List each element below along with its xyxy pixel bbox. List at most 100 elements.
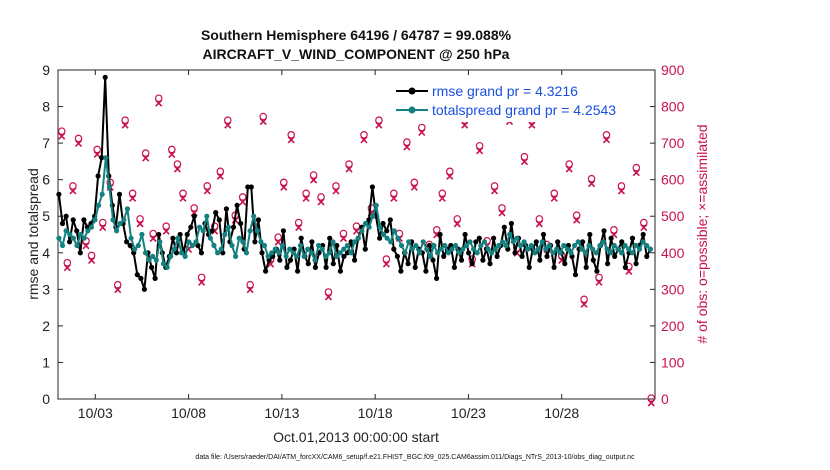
series-totalspread-point: [139, 231, 145, 238]
series-totalspread-point: [471, 246, 477, 252]
obs-possible-marker: [246, 280, 254, 289]
series-totalspread-point: [626, 246, 632, 252]
y-tick-label-right: 400: [661, 245, 685, 261]
obs-possible-marker: [339, 229, 348, 238]
obs-assimilated-marker: [114, 286, 122, 294]
axes-ticks: 0 1 2 3 4 5 6 7 8 9 0 100 200 300 400 500 600 700 800 900 10…: [42, 62, 684, 421]
obs-assimilated-marker: [565, 165, 573, 173]
series-totalspread-point: [243, 250, 250, 256]
series-totalspread-point: [438, 246, 444, 252]
series-totalspread-point: [254, 228, 260, 234]
series-totalspread-point: [517, 242, 524, 249]
series-rmse-point: [434, 275, 440, 281]
obs-possible-marker: [57, 127, 66, 135]
y-tick-label-left: 2: [42, 318, 50, 334]
series-rmse-point: [512, 250, 518, 256]
series-rmse-point: [280, 228, 286, 234]
obs-assimilated-marker: [129, 194, 137, 202]
series-rmse-point: [537, 257, 543, 263]
series-rmse-point: [124, 239, 130, 245]
series-totalspread-point: [528, 242, 534, 249]
series-totalspread-point: [312, 257, 318, 263]
series-rmse-point: [184, 231, 190, 238]
series-rmse-point: [305, 261, 311, 267]
series-rmse-point: [533, 239, 539, 245]
chart-subtitle: AIRCRAFT_V_WIND_COMPONENT @ 250 hPa: [203, 46, 510, 62]
series-totalspread-point: [247, 228, 253, 234]
series-totalspread-point: [514, 235, 520, 241]
series-rmse-point: [423, 268, 429, 274]
series-rmse-point: [287, 257, 294, 263]
series-totalspread-point: [142, 250, 149, 256]
y-tick-label-right: 800: [661, 99, 685, 115]
series-rmse-point: [473, 239, 479, 245]
obs-assimilated-marker: [58, 132, 66, 140]
series-rmse-point: [619, 239, 625, 245]
series-rmse-point: [337, 268, 343, 274]
obs-assimilated-marker: [149, 234, 157, 243]
series-rmse-point: [587, 231, 593, 238]
series-rmse-point: [605, 261, 611, 267]
legend-spread-marker: [408, 106, 416, 114]
series-totalspread-point: [521, 239, 527, 245]
obs-assimilated-marker: [617, 187, 625, 195]
obs-possible-marker: [141, 149, 150, 157]
obs-assimilated-marker: [198, 278, 206, 286]
obs-possible-marker: [417, 123, 426, 132]
obs-assimilated-marker: [528, 121, 536, 129]
obs-assimilated-marker: [216, 172, 224, 180]
obs-assimilated-marker: [274, 238, 282, 246]
obs-assimilated-marker: [88, 256, 96, 264]
series-totalspread-point: [272, 246, 278, 252]
series-totalspread-point: [117, 220, 123, 227]
obs-possible-marker: [332, 182, 340, 190]
series-rmse-point: [234, 202, 240, 208]
series-totalspread-point: [204, 213, 210, 219]
obs-assimilated-marker: [82, 242, 90, 250]
obs-assimilated-marker: [246, 286, 254, 294]
series-totalspread-point: [146, 257, 152, 263]
series-totalspread-point: [539, 239, 545, 245]
series-totalspread-point: [128, 235, 134, 241]
series-totalspread-point: [640, 239, 646, 245]
obs-possible-marker: [432, 226, 441, 234]
series-totalspread-point: [341, 246, 347, 252]
series-rmse-point: [77, 250, 83, 256]
x-tick-label: 10/23: [451, 405, 486, 421]
series-totalspread-point: [611, 242, 617, 249]
series-totalspread-point: [78, 231, 84, 238]
obs-assimilated-marker: [74, 139, 83, 148]
series-totalspread-point: [377, 224, 383, 230]
series-rmse-point: [430, 257, 436, 263]
obs-assimilated-marker: [403, 143, 411, 151]
series-totalspread-point: [305, 246, 311, 252]
series-rmse-point: [608, 235, 614, 241]
series-rmse-point: [551, 264, 557, 270]
series-totalspread-point: [74, 242, 80, 249]
series-totalspread-point: [236, 235, 242, 241]
obs-possible-marker: [74, 134, 83, 143]
series-totalspread-point: [370, 213, 376, 219]
series-totalspread-point: [366, 224, 372, 230]
obs-assimilated-marker: [418, 128, 426, 137]
series-totalspread-point: [233, 253, 239, 259]
obs-possible-marker: [324, 288, 333, 296]
series-totalspread-point: [229, 242, 235, 249]
series-rmse-point: [362, 246, 368, 252]
series-totalspread-point: [568, 250, 574, 256]
obs-assimilated-marker: [461, 121, 469, 129]
series-totalspread-point: [402, 250, 408, 256]
series-totalspread-point: [186, 239, 192, 245]
obs-assimilated-marker: [345, 165, 353, 173]
series-totalspread-point: [489, 250, 495, 256]
series-totalspread-point: [600, 239, 607, 245]
obs-possible-marker: [287, 131, 296, 139]
series-totalspread-point: [265, 253, 271, 259]
series-totalspread-point: [287, 246, 293, 252]
series-totalspread-point: [132, 246, 138, 252]
obs-possible-marker: [602, 131, 611, 139]
series-totalspread-point: [564, 246, 571, 252]
series-rmse-point: [252, 239, 258, 245]
series-rmse-point: [526, 264, 532, 270]
